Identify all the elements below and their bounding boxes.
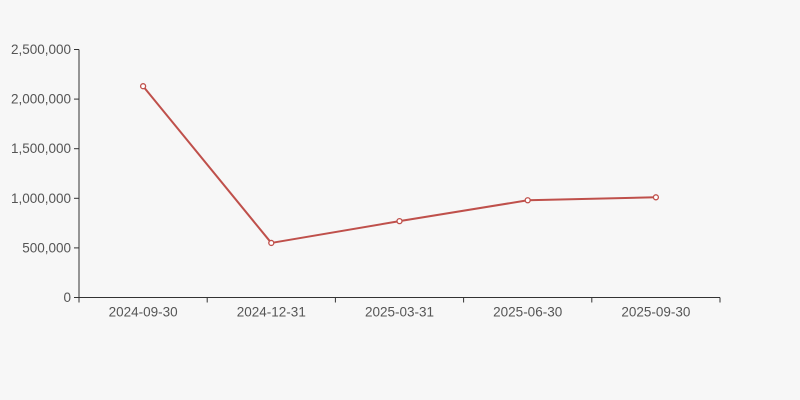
data-point-marker[interactable] [524, 197, 531, 204]
x-axis-label: 2025-06-30 [493, 305, 562, 320]
y-axis-label: 500,000 [22, 240, 71, 255]
y-axis-label: 1,000,000 [11, 191, 71, 206]
x-axis-label: 2024-09-30 [109, 305, 178, 320]
x-axis-label: 2024-12-31 [237, 305, 306, 320]
data-point-marker[interactable] [652, 194, 660, 201]
data-point-marker[interactable] [139, 83, 147, 90]
y-axis-label: 1,500,000 [11, 141, 71, 156]
data-point-marker[interactable] [268, 239, 275, 247]
x-axis-label: 2025-03-31 [365, 305, 434, 320]
y-axis-label: 2,500,000 [11, 42, 71, 57]
y-axis-label: 0 [63, 290, 71, 305]
data-point-marker[interactable] [396, 217, 403, 225]
x-axis-label: 2025-09-30 [621, 305, 690, 320]
y-axis-label: 2,000,000 [11, 92, 71, 107]
